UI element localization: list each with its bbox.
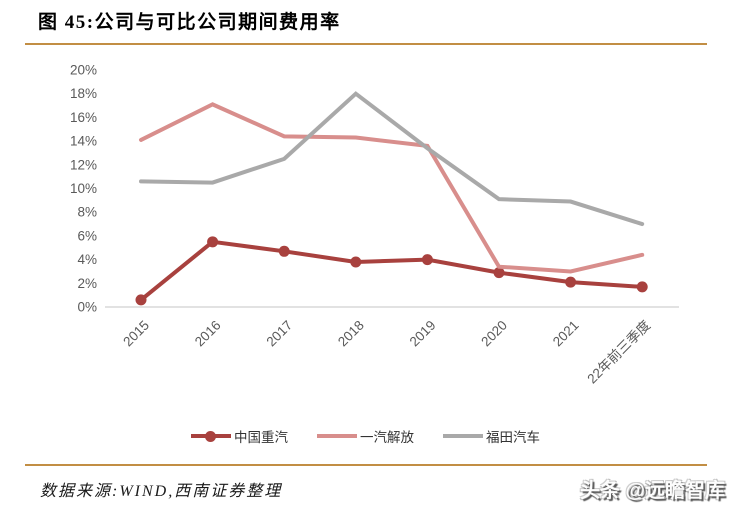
data-point-marker xyxy=(207,236,219,248)
legend-label: 中国重汽 xyxy=(234,430,288,445)
line-chart: 0% 2% 4% 6% 8% 10% 12% 14% 16% 18% 20% 2015 2016 2017… xyxy=(70,63,679,387)
y-axis-label: 8% xyxy=(77,205,97,220)
watermark: 头条 @远瞻智库 xyxy=(579,480,725,502)
legend-item-2: 一汽解放 xyxy=(317,426,414,446)
x-axis-label: 2016 xyxy=(192,318,224,350)
series-line-2 xyxy=(139,102,645,274)
y-axis-label: 12% xyxy=(70,157,97,172)
y-axis-label: 16% xyxy=(70,110,97,125)
y-axis-label: 10% xyxy=(70,181,97,196)
legend-marker-dot xyxy=(205,430,216,442)
y-axis-label: 14% xyxy=(70,134,97,149)
legend-line-swatch xyxy=(443,434,483,438)
x-axis-label: 2017 xyxy=(263,318,295,350)
x-axis-label: 2020 xyxy=(478,318,510,350)
figure-title: 图 45:公司与可比公司期间费用率 xyxy=(38,12,341,33)
title-divider xyxy=(25,43,707,45)
y-axis-label: 20% xyxy=(70,63,97,78)
series-line-1 xyxy=(139,239,645,302)
x-axis-label: 2018 xyxy=(335,318,367,350)
y-axis-label: 0% xyxy=(77,300,97,315)
y-axis-label: 4% xyxy=(77,252,97,267)
legend-item-1: 中国重汽 xyxy=(191,426,288,446)
data-point-marker xyxy=(278,245,290,257)
data-point-marker xyxy=(350,256,362,268)
legend-label: 福田汽车 xyxy=(486,430,540,445)
x-axis-label: 22年前三季度 xyxy=(584,317,654,387)
data-source-note: 数据来源:WIND,西南证券整理 xyxy=(40,483,283,500)
legend-label: 一汽解放 xyxy=(360,430,414,445)
y-axis-label: 18% xyxy=(70,86,97,101)
data-point-marker xyxy=(421,254,433,266)
legend-line-swatch xyxy=(191,430,231,442)
chart-legend: 中国重汽 一汽解放 福田汽车 xyxy=(0,426,731,446)
data-point-marker xyxy=(135,294,147,306)
y-axis-label: 2% xyxy=(77,276,97,291)
data-point-marker xyxy=(493,267,505,279)
data-point-marker xyxy=(565,276,577,288)
y-axis-label: 6% xyxy=(77,228,97,243)
x-axis-label: 2019 xyxy=(407,318,439,350)
data-point-marker xyxy=(636,281,648,293)
footer-divider xyxy=(25,464,707,466)
series-line-3 xyxy=(139,91,645,227)
legend-item-3: 福田汽车 xyxy=(443,426,540,446)
legend-line-swatch xyxy=(317,434,357,438)
x-axis-label: 2021 xyxy=(550,318,582,350)
x-axis-label: 2015 xyxy=(120,318,152,350)
